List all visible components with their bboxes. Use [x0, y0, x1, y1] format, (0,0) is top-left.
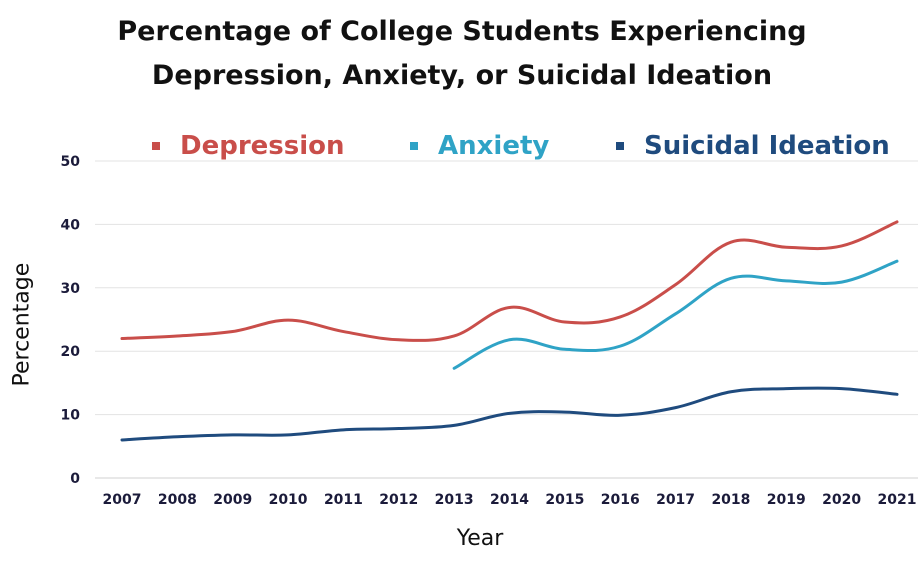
y-tick-label-10: 10 [61, 408, 81, 424]
legend-swatch-suicidal-ideation [616, 142, 624, 150]
legend-item-suicidal-ideation: Suicidal Ideation [616, 128, 890, 164]
x-tick-label-2009: 2009 [213, 492, 252, 508]
x-tick-label-2021: 2021 [878, 492, 917, 508]
x-tick-label-2007: 2007 [103, 492, 142, 508]
y-tick-label-50: 50 [61, 154, 81, 170]
series-line-anxiety [452, 259, 899, 370]
legend-label-anxiety: Anxiety [438, 131, 550, 161]
x-tick-label-2014: 2014 [490, 492, 529, 508]
x-tick-label-2019: 2019 [767, 492, 806, 508]
y-tick-label-0: 0 [70, 471, 80, 487]
x-tick-label-2011: 2011 [324, 492, 363, 508]
x-tick-label-2012: 2012 [379, 492, 418, 508]
x-tick-label-2008: 2008 [158, 492, 197, 508]
x-tick-label-2013: 2013 [435, 492, 474, 508]
legend-swatch-anxiety [410, 142, 418, 150]
legend-item-depression: Depression [152, 128, 345, 164]
x-axis-title: Year [456, 526, 504, 551]
chart-title: Percentage of College Students Experienc… [0, 10, 924, 98]
chart-title-line2: Depression, Anxiety, or Suicidal Ideatio… [151, 60, 773, 91]
legend-label-depression: Depression [180, 131, 345, 161]
y-tick-label-20: 20 [61, 344, 81, 360]
x-tick-label-2018: 2018 [711, 492, 750, 508]
series-line-depression [120, 220, 899, 342]
y-tick-label-40: 40 [61, 217, 81, 233]
x-tick-label-2020: 2020 [822, 492, 861, 508]
chart-title-line1: Percentage of College Students Experienc… [117, 16, 807, 47]
y-tick-label-30: 30 [61, 281, 81, 297]
legend-item-anxiety: Anxiety [410, 128, 549, 164]
x-tick-label-2010: 2010 [269, 492, 308, 508]
series-line-suicidal-ideation [120, 386, 899, 442]
x-tick-label-2016: 2016 [601, 492, 640, 508]
x-tick-label-2015: 2015 [545, 492, 584, 508]
legend-label-suicidal-ideation: Suicidal Ideation [644, 131, 890, 161]
legend-swatch-depression [152, 142, 160, 150]
x-tick-label-2017: 2017 [656, 492, 695, 508]
